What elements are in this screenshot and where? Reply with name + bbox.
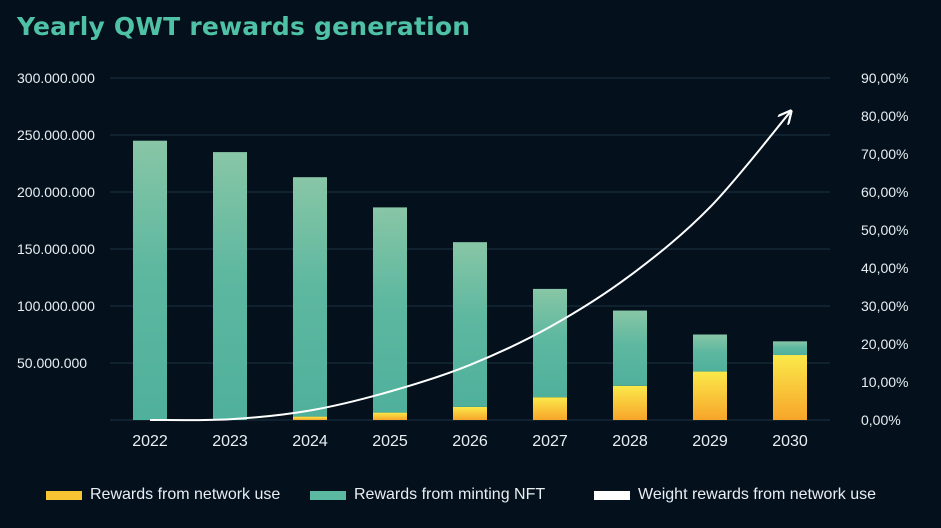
category-label-2026: 2026 <box>452 433 488 450</box>
legend: Rewards from network use Rewards from mi… <box>0 484 941 508</box>
line-weight-rewards <box>149 112 790 422</box>
legend-label-weight-rewards: Weight rewards from network use <box>638 486 877 503</box>
bar-network-use-2028 <box>613 385 647 420</box>
right-tick-label: 60,00% <box>861 184 908 200</box>
category-label-2022: 2022 <box>132 433 168 450</box>
bar-minting-nft-2022 <box>133 140 167 420</box>
right-tick-label: 10,00% <box>861 374 908 390</box>
category-label-2024: 2024 <box>292 433 328 450</box>
category-label-2030: 2030 <box>772 433 808 450</box>
right-tick-label: 80,00% <box>861 108 908 124</box>
right-tick-label: 30,00% <box>861 298 908 314</box>
category-label-2025: 2025 <box>372 433 408 450</box>
category-label-2029: 2029 <box>692 433 728 450</box>
legend-item-minting-nft: Rewards from minting NFT <box>310 484 545 506</box>
bars-layer <box>133 140 807 420</box>
chart-title: Yearly QWT rewards generation <box>17 12 471 41</box>
right-tick-label: 0,00% <box>861 412 901 428</box>
bar-minting-nft-2023 <box>213 152 247 420</box>
right-tick-label: 20,00% <box>861 336 908 352</box>
line-layer <box>149 112 790 422</box>
bar-minting-nft-2030 <box>773 341 807 356</box>
left-tick-label: 100.000.000 <box>17 298 95 314</box>
bar-minting-nft-2029 <box>693 334 727 372</box>
bar-minting-nft-2026 <box>453 242 487 407</box>
bar-network-use-2029 <box>693 371 727 420</box>
bar-network-use-2025 <box>373 412 407 420</box>
left-tick-label: 50.000.000 <box>17 355 87 371</box>
bar-network-use-2024 <box>293 416 327 420</box>
category-label-2028: 2028 <box>612 433 648 450</box>
bar-network-use-2026 <box>453 406 487 420</box>
category-label-2027: 2027 <box>532 433 568 450</box>
legend-swatch-weight-rewards <box>594 490 630 500</box>
right-axis-ticks: 0,00% 10,00% 20,00% 30,00% 40,00% 50,00% 60,00… <box>861 70 908 428</box>
bar-minting-nft-2028 <box>613 310 647 386</box>
right-tick-label: 50,00% <box>861 222 908 238</box>
legend-swatch-minting-nft <box>310 490 346 500</box>
legend-item-network-use: Rewards from network use <box>46 484 280 506</box>
legend-swatch-network-use <box>46 490 82 500</box>
bar-minting-nft-2027 <box>533 288 567 398</box>
left-tick-label: 250.000.000 <box>17 127 95 143</box>
category-label-2023: 2023 <box>212 433 248 450</box>
legend-label-network-use: Rewards from network use <box>90 486 281 503</box>
bar-minting-nft-2025 <box>373 207 407 413</box>
legend-label-minting-nft: Rewards from minting NFT <box>354 486 546 503</box>
bar-network-use-2030 <box>773 355 807 420</box>
left-tick-label: 150.000.000 <box>17 241 95 257</box>
left-axis-ticks: 50.000.000 100.000.000 150.000.000 200.000.… <box>17 70 95 371</box>
bar-network-use-2027 <box>533 397 567 420</box>
right-tick-label: 70,00% <box>861 146 908 162</box>
right-tick-label: 40,00% <box>861 260 908 276</box>
left-tick-label: 200.000.000 <box>17 184 95 200</box>
category-labels: 2022 2023 2024 2025 2026 2027 2028 2029 2030 <box>132 433 808 450</box>
left-tick-label: 300.000.000 <box>17 70 95 86</box>
legend-item-weight-rewards: Weight rewards from network use <box>594 484 876 506</box>
right-tick-label: 90,00% <box>861 70 908 86</box>
bar-minting-nft-2024 <box>293 177 327 417</box>
